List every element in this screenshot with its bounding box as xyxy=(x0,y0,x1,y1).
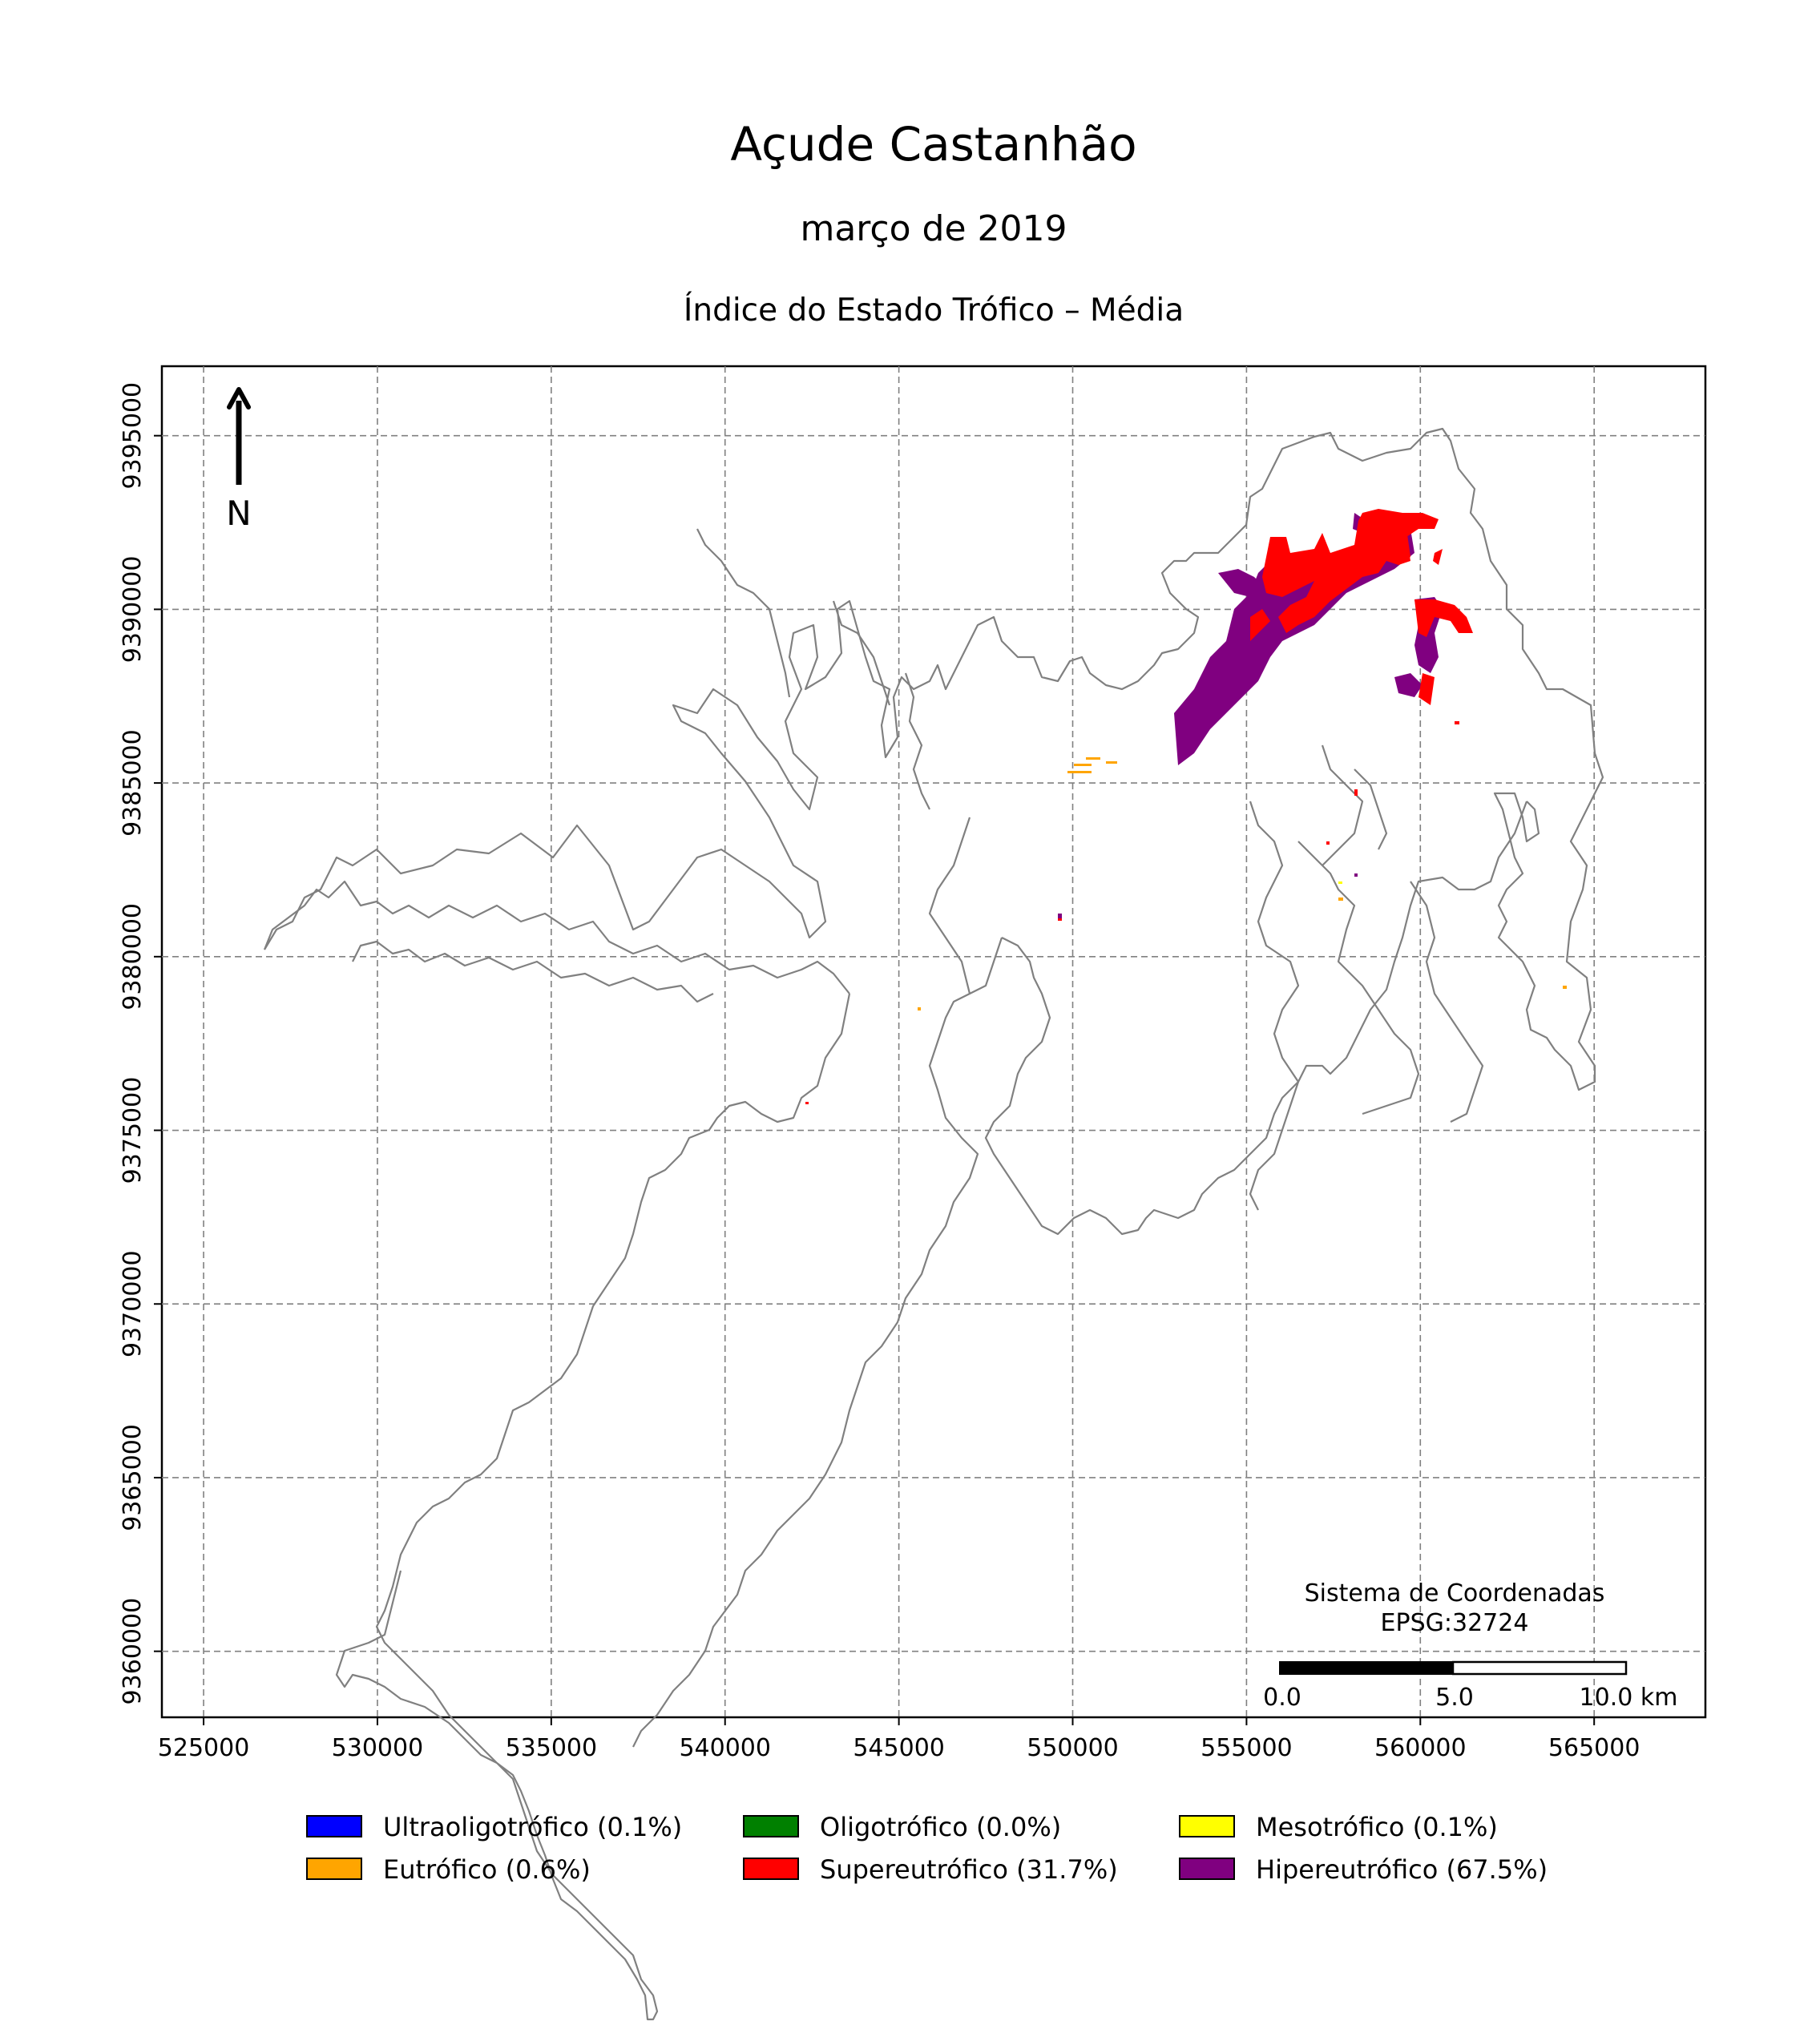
y-tick-label: 9390000 xyxy=(119,556,147,664)
x-tick-label: 555000 xyxy=(1201,1734,1293,1762)
legend-swatch xyxy=(1179,1815,1235,1837)
legend-label: Hipereutrófico (67.5%) xyxy=(1256,1854,1548,1885)
map-title: Açude Castanhão xyxy=(730,117,1136,171)
trophic-raster xyxy=(805,509,1567,1104)
supereutrofico-area xyxy=(1262,513,1410,633)
legend-label: Mesotrófico (0.1%) xyxy=(1256,1812,1498,1842)
index-title: Índice do Estado Trófico – Média xyxy=(684,291,1184,329)
scale-bar: 0.0 5.0 10.0 km xyxy=(1263,1660,1678,1712)
y-tick-label: 9370000 xyxy=(119,1250,147,1357)
x-tick-label: 540000 xyxy=(679,1734,771,1762)
north-label: N xyxy=(226,494,251,533)
y-axis-ticks: 9360000 9365000 9370000 9375000 9380000 93850… xyxy=(119,382,162,1705)
x-tick-label: 530000 xyxy=(332,1734,424,1762)
legend-label: Oligotrófico (0.0%) xyxy=(820,1812,1061,1842)
scale-label-0: 0.0 xyxy=(1263,1684,1301,1712)
north-arrow: N xyxy=(226,387,252,533)
crs-code: EPSG:32724 xyxy=(1381,1609,1529,1637)
x-tick-label: 535000 xyxy=(506,1734,598,1762)
x-tick-label: 545000 xyxy=(853,1734,945,1762)
legend-swatch xyxy=(743,1858,799,1880)
y-tick-label: 9380000 xyxy=(119,903,147,1010)
legend-label: Supereutrófico (31.7%) xyxy=(820,1854,1118,1885)
legend-swatch xyxy=(743,1815,799,1837)
x-axis-ticks: 525000 530000 535000 540000 545000 550000 5550… xyxy=(158,1717,1640,1762)
map-frame xyxy=(160,365,1707,1719)
crs-label: Sistema de Coordenadas xyxy=(1305,1579,1605,1607)
x-tick-label: 550000 xyxy=(1027,1734,1119,1762)
legend-swatch xyxy=(306,1815,362,1837)
map-subtitle: março de 2019 xyxy=(800,208,1067,249)
legend-label: Eutrófico (0.6%) xyxy=(383,1854,591,1885)
y-tick-label: 9375000 xyxy=(119,1077,147,1184)
y-tick-label: 9365000 xyxy=(119,1424,147,1531)
y-tick-label: 9385000 xyxy=(119,729,147,837)
x-tick-label: 525000 xyxy=(158,1734,250,1762)
legend-label: Ultraoligotrófico (0.1%) xyxy=(383,1812,682,1842)
scale-label-5: 5.0 xyxy=(1435,1684,1474,1712)
x-tick-label: 565000 xyxy=(1548,1734,1640,1762)
scale-label-10: 10.0 km xyxy=(1580,1684,1678,1712)
legend-swatch xyxy=(1179,1858,1235,1880)
y-tick-label: 9395000 xyxy=(119,382,147,490)
legend: Ultraoligotrófico (0.1%) Oligotrófico (0.… xyxy=(306,1812,1548,1885)
legend-swatch xyxy=(306,1858,362,1880)
reservoir-outline xyxy=(263,427,1604,2021)
x-tick-label: 560000 xyxy=(1374,1734,1467,1762)
y-tick-label: 9360000 xyxy=(119,1598,147,1705)
